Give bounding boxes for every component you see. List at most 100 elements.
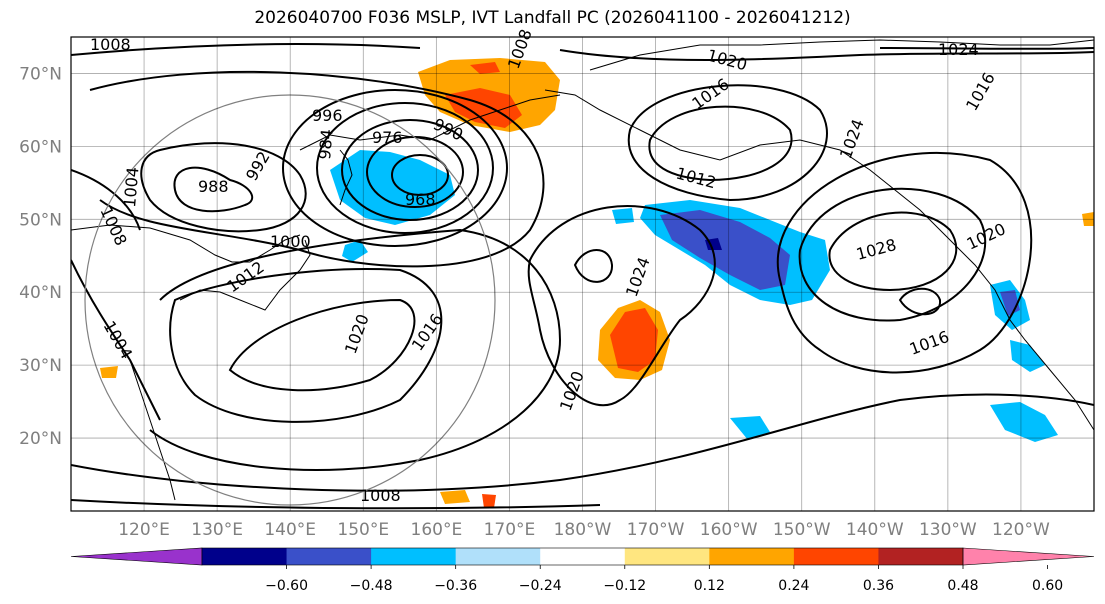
colorbar-bin [624,548,710,565]
colorbar-tick-label: 0.12 [694,578,725,594]
latitude-labels: 70°N 60°N 50°N 40°N 30°N 20°N [19,64,62,449]
ivt-negative-core [660,210,790,290]
colorbar-bin [540,548,626,565]
colorbar-tick-label: −0.24 [519,578,562,594]
isobar-984 [341,119,479,221]
isobar-1012-ak [648,105,793,182]
range-circle [84,94,496,506]
kamchatka-coastline [299,94,561,151]
contour-label: 1004 [120,166,142,208]
longitude-label: 120°W [992,520,1050,540]
colorbar-tick-labels: −0.60 −0.48 −0.36 −0.24 −0.12 0.12 0.24 0.36 0.4… [265,565,1063,594]
isobar-1004-sw [71,259,161,421]
colorbar-bin [371,548,457,565]
colorbar-outline [201,547,964,566]
isobar-1020-e [776,151,1033,374]
ivt-negative-region [990,402,1058,442]
isobar-1020-north [559,49,1094,61]
isobar-1024-mid [573,249,614,283]
isobar-996 [282,89,508,247]
longitude-label: 140°E [264,520,316,540]
north-america-coastline [544,89,1094,431]
longitude-label: 130°W [919,520,977,540]
longitude-label: 160°E [411,520,463,540]
colorbar-tick-label: 0.36 [863,578,894,594]
colorbar-bin [793,548,879,565]
contour-label: 996 [312,106,343,125]
map-background [71,37,1094,511]
longitude-label: 160°W [700,520,758,540]
colorbar-bin [878,548,964,565]
longitude-label: 170°E [484,520,536,540]
colorbar-bin [286,548,372,565]
colorbar-tick-label: 0.48 [947,578,978,594]
isobar-990 [316,102,494,234]
isobar-1008-w [71,169,141,231]
isobar-1008-south [71,499,601,510]
isobar-1000 [89,70,545,268]
latitude-label: 60°N [19,137,62,157]
colorbar-tick-label: −0.36 [434,578,477,594]
gridlines [71,37,1094,511]
ivt-positive-core [482,494,496,508]
map-frame [70,36,1095,512]
contour-label: 988 [198,177,229,196]
isobar-968 [391,154,449,196]
longitude-label: 150°E [337,520,389,540]
ivt-negative-region [342,240,368,262]
ivt-positive-core [470,62,500,74]
ivt-negative-region [1010,340,1045,372]
colorbar-tick-label: −0.60 [265,578,308,594]
latitude-label: 30°N [19,356,62,376]
longitude-label: 120°E [118,520,170,540]
ivt-negative-region [612,208,634,224]
colorbar-bin [455,548,541,565]
longitude-label: 130°E [191,520,243,540]
ivt-shading [100,58,1094,508]
colorbar-tick-label: −0.12 [603,578,646,594]
contour-label: 1000 [270,232,311,251]
longitude-label: 170°W [627,520,685,540]
ivt-positive-region [100,366,118,378]
isobar-1012-high [149,228,562,471]
isobar-1016-ak [627,84,828,202]
ivt-negative-region [730,416,770,440]
latitude-label: 70°N [19,64,62,84]
longitude-label: 140°W [846,520,904,540]
colorbar-tick-label: 0.24 [778,578,809,594]
isobar-988-low [173,166,254,213]
colorbar-extend-low [70,547,203,566]
isobar-1016-e [898,287,942,316]
colorbar [70,547,1095,566]
isobar-1024-e [798,187,987,322]
isobar-1020-high [228,298,416,392]
colorbar-tick-label: −0.48 [350,578,393,594]
longitude-label: 150°W [773,520,831,540]
contour-label: 984 [315,128,337,160]
latitude-label: 20°N [19,429,62,449]
contour-label: 976 [372,128,403,147]
japan-coastline [179,239,311,311]
longitude-labels: 120°E 130°E 140°E 150°E 160°E 170°E 180°W 170°W… [118,520,1050,540]
contour-label: 1008 [90,35,131,54]
isobar-1012-south [71,393,1094,492]
longitude-label: 180°W [554,520,612,540]
ivt-positive-region [1082,212,1094,226]
isobar-1028 [828,211,958,292]
latitude-label: 40°N [19,283,62,303]
colorbar-bin [202,548,288,565]
contour-label: 1024 [938,40,979,59]
map-title: 2026040700 F036 MSLP, IVT Landfall PC (2… [254,8,851,28]
isobar-1024-north [879,47,1094,50]
ivt-positive-region [440,490,470,504]
isobar-992 [140,142,307,233]
latitude-label: 50°N [19,210,62,230]
colorbar-extend-high [962,547,1095,566]
isobar-1016-high [169,268,443,423]
ivt-positive-core [610,308,658,372]
contour-label: 968 [405,190,436,209]
arctic-coastline [589,39,1094,71]
isobar-1020-mid [527,205,716,407]
isobar-1008-north [71,43,421,56]
